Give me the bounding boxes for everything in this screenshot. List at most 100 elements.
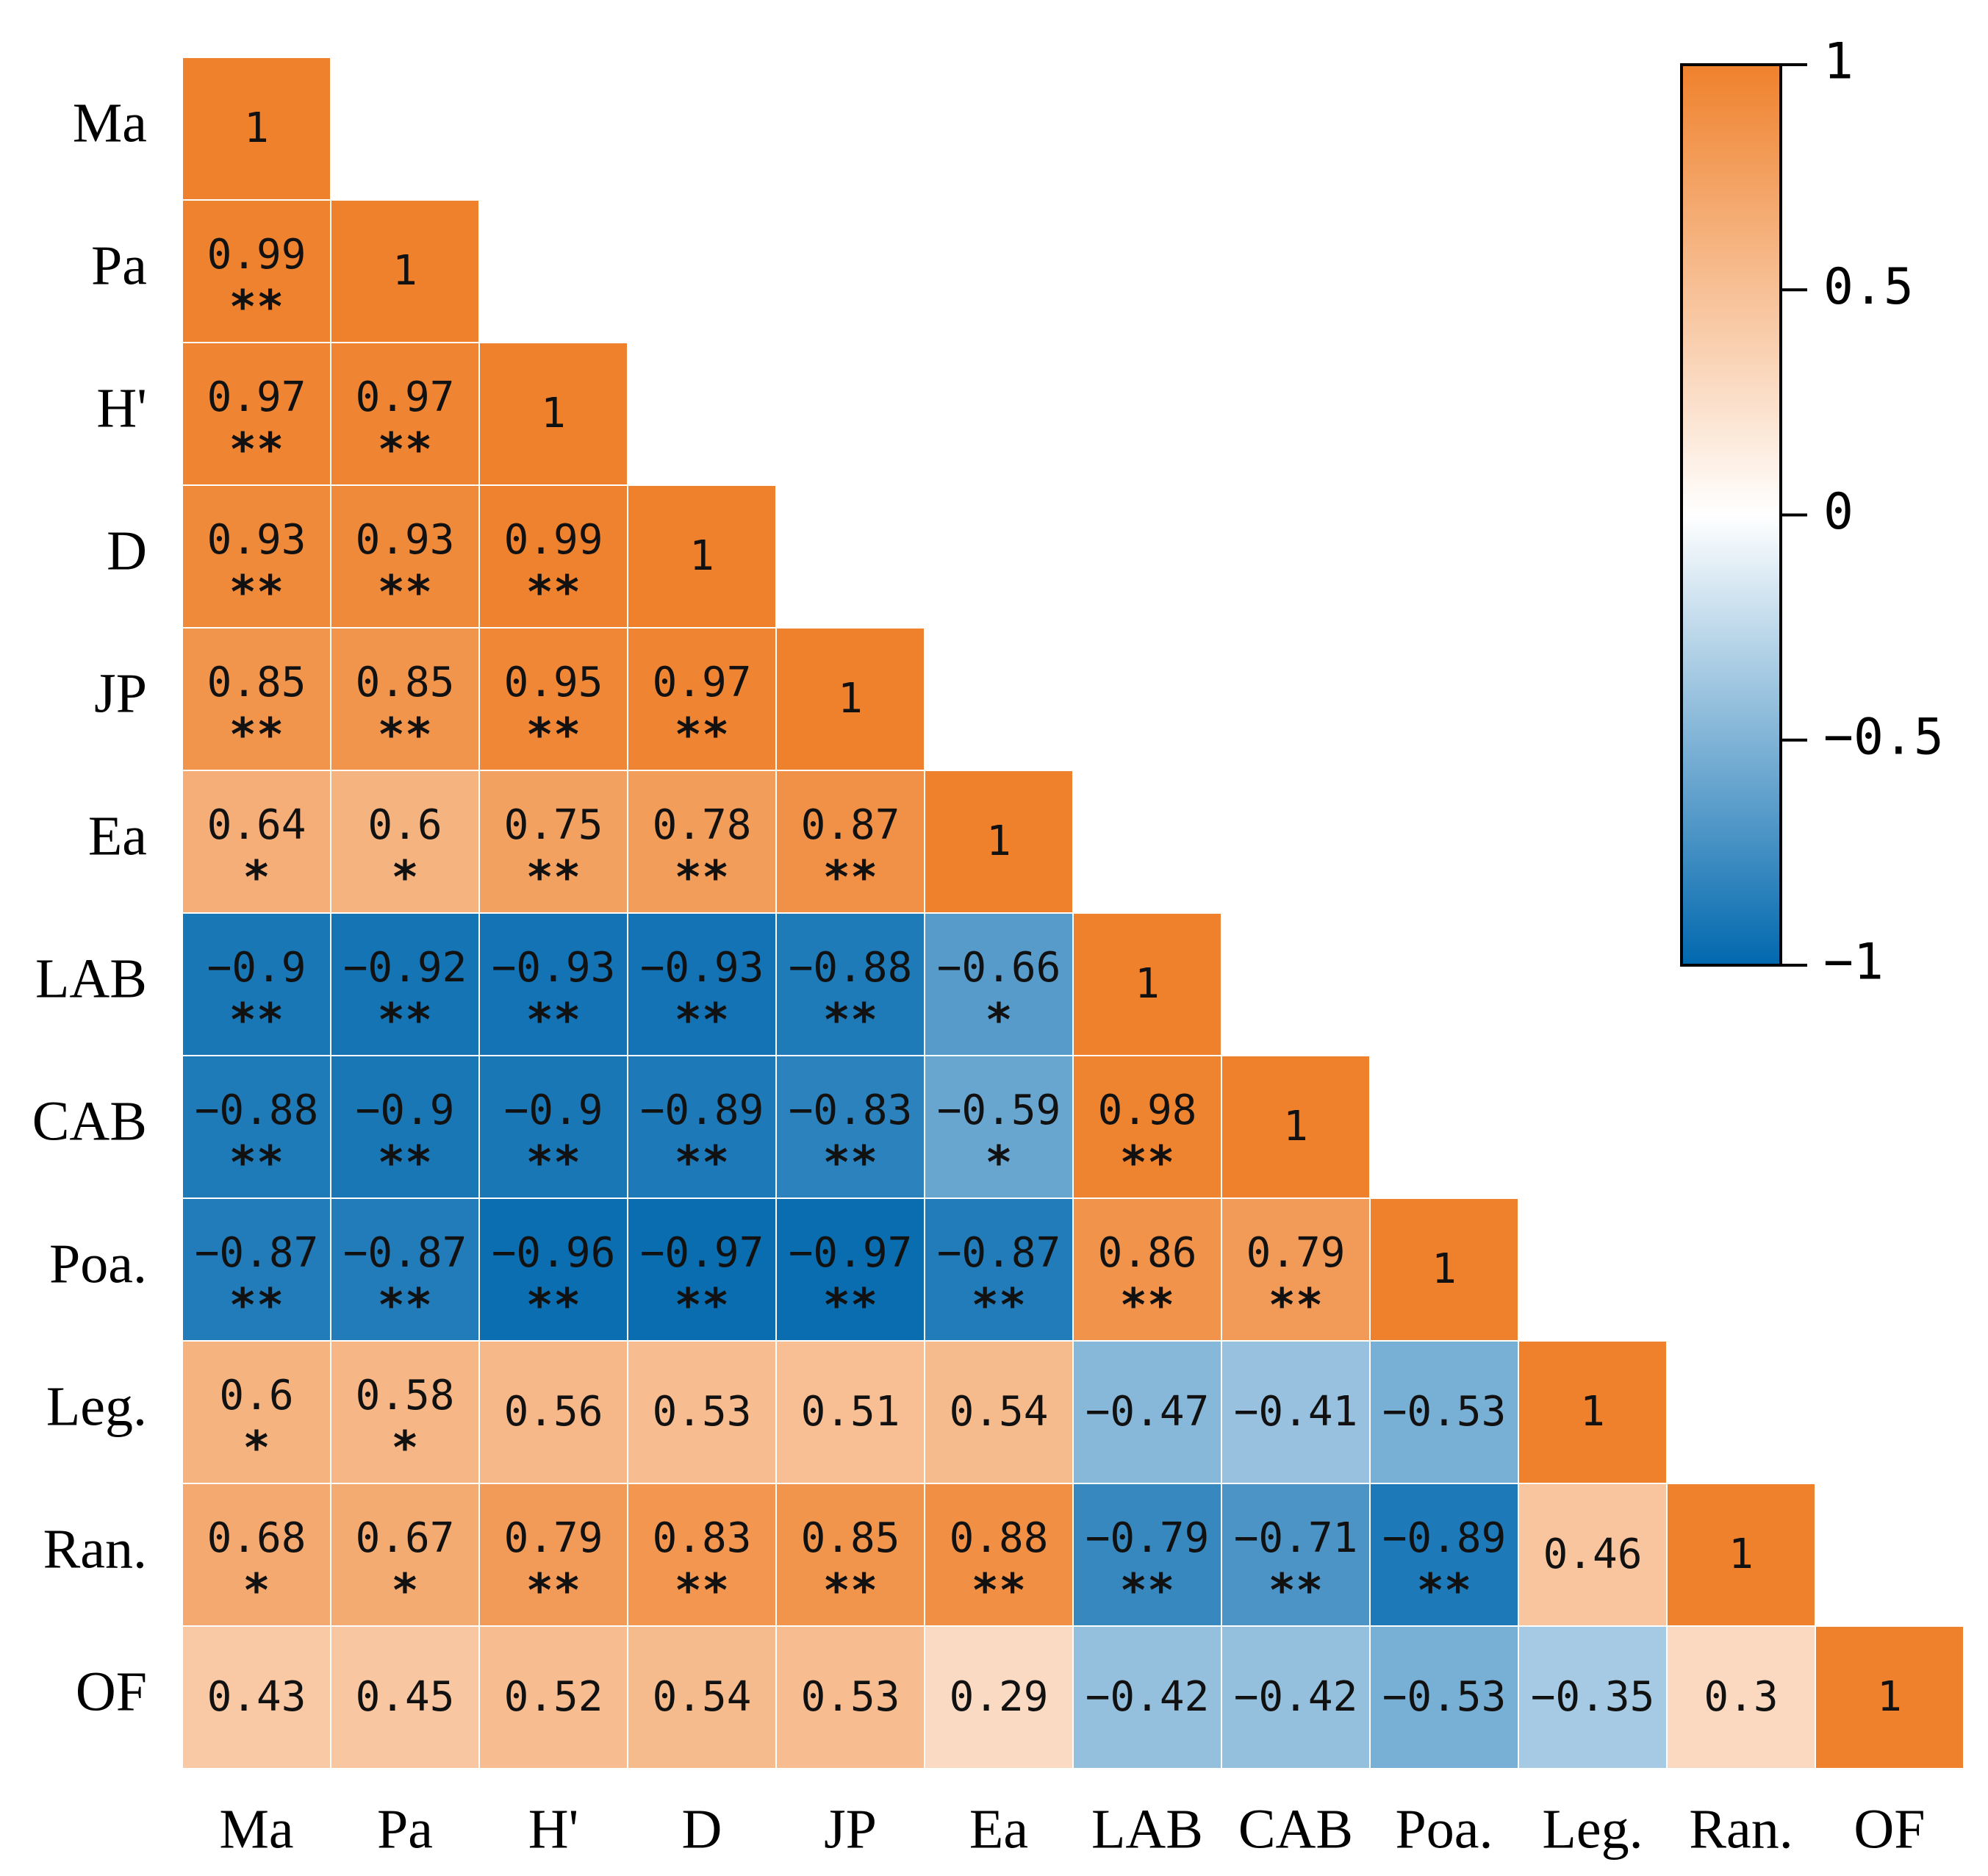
cell-value-label: 0.93	[356, 516, 455, 564]
heatmap-cell: 0.87**	[775, 770, 925, 914]
colorbar-tick-label: 1	[1823, 33, 1854, 91]
cell-value-label: −0.87	[937, 1229, 1061, 1277]
cell-rect	[478, 484, 628, 629]
cell-significance-label: **	[526, 565, 581, 619]
cell-rect	[330, 1055, 480, 1199]
cell-value-label: −0.42	[1085, 1673, 1210, 1721]
cell-significance-label: **	[229, 1278, 284, 1332]
column-label: Poa.	[1396, 1798, 1493, 1860]
heatmap-cell: −0.41	[1221, 1340, 1371, 1484]
cell-value-label: 0.79	[1246, 1229, 1346, 1277]
heatmap-cell: 0.78**	[627, 770, 777, 914]
heatmap-cell: 0.86**	[1072, 1197, 1222, 1342]
cell-significance-label: **	[378, 708, 433, 762]
cell-value-label: 0.99	[504, 516, 603, 564]
cell-significance-label: **	[378, 423, 433, 476]
cell-value-label: 0.43	[207, 1673, 306, 1721]
cell-significance-label: **	[229, 708, 284, 762]
cell-rect	[182, 57, 331, 201]
heatmap-cell: 0.79**	[478, 1483, 628, 1627]
row-label: Poa.	[49, 1233, 147, 1295]
heatmap-cell: 0.6*	[182, 1340, 331, 1484]
heatmap-cell: −0.53	[1369, 1340, 1519, 1484]
cell-significance-label: **	[229, 993, 284, 1047]
cell-rect	[1518, 1340, 1668, 1484]
cell-significance-label: **	[526, 851, 581, 904]
heatmap-cell: 0.79**	[1221, 1197, 1371, 1342]
cell-value-label: 0.85	[207, 659, 306, 706]
cell-significance-label: **	[972, 1278, 1027, 1332]
heatmap-cell: 1	[924, 770, 1074, 914]
cell-rect	[1072, 1483, 1222, 1627]
cell-value-label: −0.9	[356, 1086, 455, 1134]
cell-value-label: −0.88	[195, 1086, 319, 1134]
cell-significance-label: *	[391, 851, 418, 904]
cell-value-label: 0.97	[356, 373, 455, 421]
cell-value-label: 0.45	[356, 1673, 455, 1721]
heatmap-cell: −0.9**	[330, 1055, 480, 1199]
cell-value-label: 1	[1580, 1388, 1605, 1436]
cell-value-label: 0.79	[504, 1514, 603, 1562]
cell-significance-label: *	[243, 851, 270, 904]
cell-value-label: 1	[1432, 1245, 1457, 1293]
cell-rect	[330, 627, 480, 771]
cell-value-label: 0.85	[356, 659, 455, 706]
heatmap-cell: 1	[627, 484, 777, 629]
cell-rect	[627, 1055, 777, 1199]
heatmap-cell: 1	[1666, 1483, 1816, 1627]
cell-rect	[1221, 1197, 1371, 1342]
cell-significance-label: **	[823, 851, 878, 904]
heatmap-cell: −0.42	[1072, 1625, 1222, 1769]
colorbar-tick-label: −1	[1823, 934, 1884, 992]
column-label: Pa	[377, 1798, 433, 1860]
cell-value-label: −0.89	[640, 1086, 764, 1134]
cell-rect	[182, 912, 331, 1056]
cell-significance-label: **	[526, 1564, 581, 1617]
cell-rect	[627, 1340, 777, 1484]
cell-rect	[182, 342, 331, 486]
heatmap-cell: 0.58*	[330, 1340, 480, 1484]
cell-value-label: 0.85	[801, 1514, 900, 1562]
heatmap-cell: −0.93**	[478, 912, 628, 1056]
cell-rect	[775, 1340, 925, 1484]
cell-value-label: −0.71	[1234, 1514, 1358, 1562]
heatmap-cell: −0.89**	[1369, 1483, 1519, 1627]
cell-significance-label: *	[243, 1564, 270, 1617]
cell-value-label: 0.86	[1098, 1229, 1197, 1277]
cell-significance-label: **	[378, 565, 433, 619]
cell-value-label: −0.9	[207, 944, 306, 992]
cell-significance-label: **	[526, 1136, 581, 1189]
heatmap-cell: 0.53	[627, 1340, 777, 1484]
cell-significance-label: **	[823, 1278, 878, 1332]
cell-rect	[478, 627, 628, 771]
heatmap-cell: 0.99**	[478, 484, 628, 629]
cell-value-label: 0.56	[504, 1388, 603, 1436]
heatmap-cell: 1	[1518, 1340, 1668, 1484]
cell-value-label: 0.78	[653, 801, 752, 849]
colorbar-tick-label: −0.5	[1823, 708, 1944, 766]
cell-significance-label: **	[229, 423, 284, 476]
heatmap-cell: −0.66*	[924, 912, 1074, 1056]
cell-value-label: 0.87	[801, 801, 900, 849]
cell-rect	[1221, 1055, 1371, 1199]
heatmap-cell: 0.3	[1666, 1625, 1816, 1769]
cell-value-label: 0.99	[207, 231, 306, 279]
cell-value-label: 0.67	[356, 1514, 455, 1562]
cell-significance-label: **	[378, 993, 433, 1047]
cell-value-label: 0.53	[801, 1673, 900, 1721]
heatmap-cell: 0.29	[924, 1625, 1074, 1769]
cell-significance-label: **	[526, 708, 581, 762]
cell-value-label: 0.93	[207, 516, 306, 564]
heatmap-cell: −0.87**	[330, 1197, 480, 1342]
cell-significance-label: **	[675, 1136, 730, 1189]
cell-value-label: 1	[1135, 960, 1160, 1008]
cell-value-label: −0.9	[504, 1086, 603, 1134]
heatmap-cell: −0.87**	[182, 1197, 331, 1342]
cell-significance-label: **	[675, 851, 730, 904]
cell-rect	[478, 770, 628, 914]
column-label: Ea	[969, 1798, 1028, 1860]
cell-significance-label: *	[985, 1136, 1012, 1189]
row-label: D	[107, 520, 147, 581]
cell-value-label: −0.53	[1382, 1673, 1507, 1721]
